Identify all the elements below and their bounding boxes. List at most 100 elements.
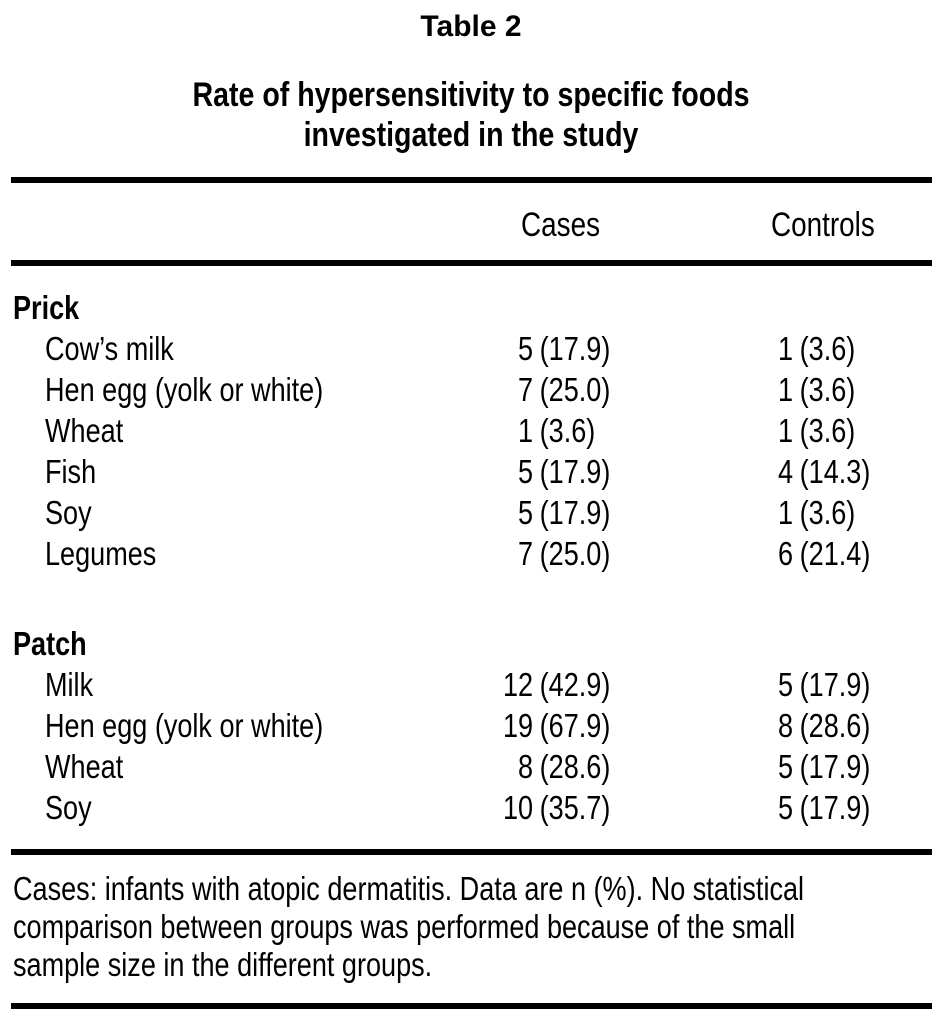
controls-value-count: 1 — [778, 494, 794, 531]
column-header-cases: Cases — [521, 206, 601, 244]
cases-value-count: 10 — [502, 789, 534, 826]
cases-value-count: 5 — [518, 453, 534, 490]
controls-value-percent: (3.6) — [799, 494, 856, 531]
controls-value-text: 1 (3.6) — [757, 369, 855, 410]
horizontal-rule-header — [11, 260, 932, 266]
controls-value-text: 6 (21.4) — [757, 533, 870, 574]
food-label: Hen egg (yolk or white) — [45, 369, 384, 410]
controls-value-percent: (17.9) — [799, 666, 871, 703]
table-row: Cow’s milk 5 (17.9) 1 (3.6) — [0, 328, 942, 369]
controls-value: 1 (3.6) — [757, 369, 877, 410]
table-row: Wheat 8 (28.6) 5 (17.9) — [0, 746, 942, 787]
cases-value-percent: (25.0) — [539, 535, 611, 572]
horizontal-rule-bottom — [11, 1003, 932, 1009]
cases-value-count: 7 — [518, 535, 534, 572]
controls-value-count: 8 — [778, 707, 794, 744]
controls-value-count: 5 — [778, 789, 794, 826]
controls-value-count: 1 — [778, 371, 794, 408]
controls-value: 5 (17.9) — [757, 664, 895, 705]
cases-value-text: 19 (67.9) — [497, 705, 610, 746]
cases-value-text: 5 (17.9) — [497, 328, 610, 369]
cases-value-percent: (25.0) — [539, 371, 611, 408]
cases-value-count: 5 — [518, 330, 534, 367]
controls-value-percent: (3.6) — [799, 412, 856, 449]
cases-value: 5 (17.9) — [497, 492, 635, 533]
cases-value: 10 (35.7) — [497, 787, 635, 828]
cases-value-percent: (17.9) — [539, 494, 611, 531]
food-label-text: Soy — [45, 789, 92, 826]
table-row: Fish 5 (17.9) 4 (14.3) — [0, 451, 942, 492]
controls-value-text: 1 (3.6) — [757, 492, 855, 533]
column-header-controls: Controls — [771, 206, 875, 244]
controls-value: 4 (14.3) — [757, 451, 895, 492]
footnote-line-3: sample size in the different groups. — [13, 946, 433, 983]
controls-value-count: 5 — [778, 748, 794, 785]
food-label-text: Legumes — [45, 535, 157, 572]
controls-value: 6 (21.4) — [757, 533, 895, 574]
controls-value-count: 1 — [778, 330, 794, 367]
cases-value: 7 (25.0) — [497, 369, 635, 410]
controls-value-percent: (3.6) — [799, 330, 856, 367]
footnote-line-2: comparison between groups was performed … — [13, 908, 796, 945]
cases-value-percent: (17.9) — [539, 453, 611, 490]
section-prick: Prick Cow’s milk 5 (17.9) 1 (3.6) Hen egg (yol… — [0, 287, 942, 574]
controls-value-percent: (17.9) — [799, 748, 871, 785]
food-label-text: Fish — [45, 453, 97, 490]
section-heading-label: Patch — [13, 625, 87, 662]
food-label: Wheat — [45, 746, 140, 787]
controls-value-count: 4 — [778, 453, 794, 490]
controls-value-text: 4 (14.3) — [757, 451, 870, 492]
controls-value: 1 (3.6) — [757, 410, 877, 451]
table-row: Soy 10 (35.7) 5 (17.9) — [0, 787, 942, 828]
cases-value-text: 12 (42.9) — [497, 664, 610, 705]
controls-value-percent: (21.4) — [799, 535, 871, 572]
food-label: Hen egg (yolk or white) — [45, 705, 384, 746]
food-label: Soy — [45, 492, 102, 533]
footnote-line-1: Cases: infants with atopic dermatitis. D… — [13, 870, 805, 907]
table-row: Legumes 7 (25.0) 6 (21.4) — [0, 533, 942, 574]
cases-value: 5 (17.9) — [497, 451, 635, 492]
controls-value-count: 6 — [778, 535, 794, 572]
controls-value-text: 1 (3.6) — [757, 410, 855, 451]
cases-value-count: 7 — [518, 371, 534, 408]
table-footnote: Cases: infants with atopic dermatitis. D… — [13, 870, 942, 984]
food-label-text: Milk — [45, 666, 94, 703]
controls-value-percent: (17.9) — [799, 789, 871, 826]
controls-value: 1 (3.6) — [757, 328, 877, 369]
table-row: Milk 12 (42.9) 5 (17.9) — [0, 664, 942, 705]
table-row: Hen egg (yolk or white) 19 (67.9) 8 (28.6) — [0, 705, 942, 746]
food-label-text: Cow’s milk — [45, 330, 174, 367]
controls-value-count: 1 — [778, 412, 794, 449]
cases-value: 5 (17.9) — [497, 328, 635, 369]
table-title: Rate of hypersensitivity to specific foo… — [0, 75, 942, 155]
section-heading-label: Prick — [13, 289, 80, 326]
cases-value-count: 5 — [518, 494, 534, 531]
food-label: Milk — [45, 664, 104, 705]
cases-value-percent: (42.9) — [539, 666, 611, 703]
cases-value: 19 (67.9) — [497, 705, 635, 746]
horizontal-rule-top — [11, 177, 932, 183]
cases-value-text: 1 (3.6) — [497, 410, 595, 451]
table-row: Soy 5 (17.9) 1 (3.6) — [0, 492, 942, 533]
food-label: Soy — [45, 787, 102, 828]
cases-value: 8 (28.6) — [497, 746, 635, 787]
controls-value-percent: (28.6) — [799, 707, 871, 744]
cases-value-percent: (67.9) — [539, 707, 611, 744]
controls-value-text: 5 (17.9) — [757, 664, 870, 705]
cases-value-text: 7 (25.0) — [497, 533, 610, 574]
table-row: Hen egg (yolk or white) 7 (25.0) 1 (3.6) — [0, 369, 942, 410]
food-label: Cow’s milk — [45, 328, 202, 369]
cases-value-percent: (17.9) — [539, 330, 611, 367]
controls-value: 1 (3.6) — [757, 492, 877, 533]
cases-value: 12 (42.9) — [497, 664, 635, 705]
controls-value-text: 5 (17.9) — [757, 787, 870, 828]
section-heading: Prick — [0, 287, 942, 328]
section-patch: Patch Milk 12 (42.9) 5 (17.9) Hen egg (yolk or… — [0, 623, 942, 828]
section-heading: Patch — [0, 623, 942, 664]
cases-value-count: 1 — [518, 412, 534, 449]
controls-value: 5 (17.9) — [757, 787, 895, 828]
controls-value-text: 8 (28.6) — [757, 705, 870, 746]
cases-value-text: 5 (17.9) — [497, 451, 610, 492]
food-label-text: Wheat — [45, 412, 124, 449]
